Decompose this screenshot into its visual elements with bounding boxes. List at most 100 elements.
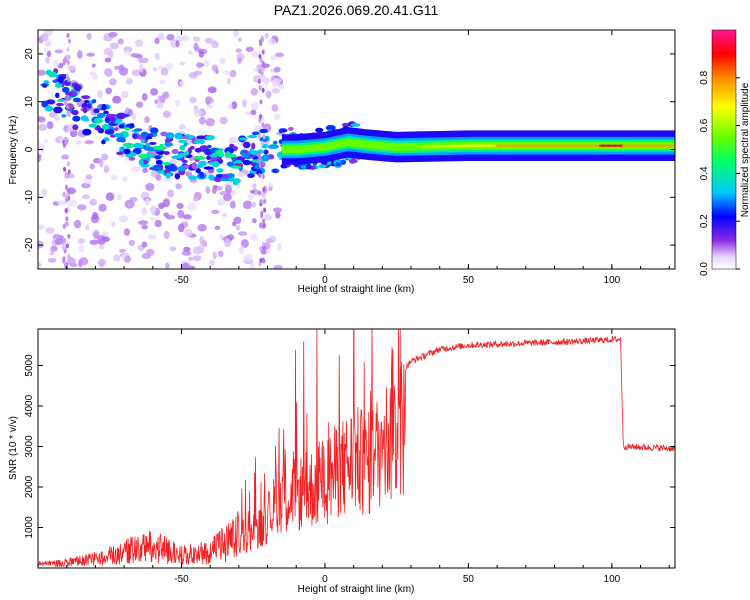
spectrogram-noise-blob xyxy=(236,172,246,178)
spectrogram-blob xyxy=(203,166,214,170)
spectrogram-noise-blob xyxy=(156,103,164,109)
spectrogram-noise-blob xyxy=(75,140,82,145)
spectrogram-noise-blob xyxy=(250,87,258,96)
spectrogram-streak-blob xyxy=(63,166,67,172)
spectrogram-noise-blob xyxy=(178,123,186,130)
spectrogram-noise-blob xyxy=(264,32,269,39)
spectrogram-noise-blob xyxy=(138,220,149,226)
spectrogram-noise-blob xyxy=(265,238,273,243)
spectrogram-blob-strong xyxy=(171,155,183,159)
snr-y-label: SNR (10 * v/v) xyxy=(8,416,19,480)
snr-panel: -50 0 50 100 1000 2000 3000 4000 5000 Height of… xyxy=(8,328,676,595)
spectrogram-blob xyxy=(259,128,268,134)
spectrogram-noise-blob xyxy=(278,84,285,89)
spectrogram-noise-blob xyxy=(111,221,116,228)
colorbar-tick-label: 0.2 xyxy=(699,214,710,228)
spectrogram-noise-blob xyxy=(273,113,281,121)
spectrogram-blob xyxy=(73,84,82,92)
spectrogram-noise-blob xyxy=(214,225,221,231)
spectrogram-noise-blob xyxy=(159,79,166,85)
spectrogram-streak-blob xyxy=(65,216,69,222)
spectrogram-noise-blob xyxy=(192,255,202,262)
spectrogram-blob xyxy=(61,86,70,93)
spectrogram-blob xyxy=(216,168,224,173)
spectrogram-noise-blob xyxy=(89,163,95,170)
spectrogram-noise-blob xyxy=(162,110,171,119)
spectrogram-noise-blob xyxy=(45,57,50,64)
spectrogram-streak-blob xyxy=(67,187,71,193)
spectrogram-noise-blob xyxy=(108,31,118,38)
spectrogram-noise-blob xyxy=(86,32,92,41)
spectrogram-blob xyxy=(174,173,181,180)
spectrogram-blob xyxy=(96,112,106,119)
spectrogram-noise-blob xyxy=(198,50,205,58)
spectrogram-noise-blob xyxy=(277,242,282,251)
spectrogram-noise-blob xyxy=(163,212,170,217)
spectrogram-noise-blob xyxy=(38,69,47,76)
spectrogram-noise-blob xyxy=(275,52,284,58)
spectrogram-noise-blob xyxy=(89,198,98,206)
spectrogram-noise-blob xyxy=(251,201,257,208)
spectrogram-noise-blob xyxy=(211,41,219,49)
spectrogram-blob xyxy=(272,140,278,145)
spectrogram-noise-blob xyxy=(177,223,185,233)
spectrogram-streak-blob xyxy=(263,207,267,213)
spectrogram-noise-blob xyxy=(53,115,60,121)
spectrogram-noise-blob xyxy=(140,208,146,214)
spectrogram-blob xyxy=(101,139,106,145)
spectrogram-noise-blob xyxy=(54,238,64,245)
spectrogram-blob-strong xyxy=(208,161,219,166)
spectrogram-noise-blob xyxy=(124,199,135,209)
spectrogram-noise-blob xyxy=(163,230,170,240)
spectrogram-blob xyxy=(242,159,252,166)
x-tick-label: 0 xyxy=(322,275,328,286)
spectrogram-streak-blob xyxy=(262,258,266,264)
spectrogram-blob xyxy=(150,127,159,134)
spectrogram-blob xyxy=(163,151,170,155)
spectrogram-noise-blob xyxy=(50,245,58,252)
spectrogram-noise-blob xyxy=(217,250,224,258)
spectrogram-noise-blob xyxy=(150,88,159,96)
spectrogram-blob xyxy=(213,176,223,183)
spectrogram-noise-blob xyxy=(54,49,64,54)
spectrogram-blob xyxy=(72,115,81,122)
spectrogram-noise-blob xyxy=(84,140,94,145)
spectrogram-noise-blob xyxy=(92,212,99,220)
spectrogram-noise-blob xyxy=(181,250,192,256)
spectrogram-noise-blob xyxy=(205,118,215,127)
spectrogram-blob xyxy=(45,105,54,112)
snr-x-ticks: -50 0 50 100 xyxy=(37,329,670,585)
spectrogram-noise-blob xyxy=(250,109,257,116)
spectrogram-blob xyxy=(101,103,107,111)
spectrogram-blob-strong xyxy=(144,153,153,158)
spectrogram-noise-blob xyxy=(229,69,237,78)
spectrogram-noise-blob xyxy=(212,251,217,260)
spectrogram-noise-blob xyxy=(141,93,148,101)
spectrogram-blob xyxy=(247,173,255,179)
spectrogram-blob xyxy=(199,171,204,179)
spectrogram-streak-blob xyxy=(62,142,66,148)
spectrogram-blob xyxy=(45,99,56,105)
spectrogram-streak-blob xyxy=(63,248,67,254)
spectrogram-blob-strong xyxy=(209,153,218,158)
spectrogram-noise-blob xyxy=(175,183,183,190)
spectrogram-noise-blob xyxy=(39,144,46,153)
spectrogram-noise-blob xyxy=(41,188,48,197)
spectrogram-blob xyxy=(335,162,341,167)
spectrogram-blob xyxy=(219,177,230,182)
spectrogram-streak-blob xyxy=(261,67,265,73)
spectrogram-noise-blob xyxy=(131,112,137,121)
spectrogram-blob xyxy=(340,159,347,165)
spectrogram-noise-blob xyxy=(265,248,271,254)
spectrogram-noise-blob xyxy=(96,89,103,99)
colorbar-tick-label: 0.4 xyxy=(699,166,710,180)
spectrogram-blob xyxy=(123,148,131,155)
spectrogram-noise-blob xyxy=(188,265,196,269)
spectrogram-blob xyxy=(131,152,137,157)
spectrogram-noise-blob xyxy=(128,239,135,247)
snr-frame xyxy=(37,328,676,569)
spectrogram-noise-blob xyxy=(189,96,197,104)
spectrogram-noise-blob xyxy=(117,194,122,201)
spectrogram-noise-blob xyxy=(228,102,233,110)
spectrogram-blob xyxy=(71,109,79,116)
